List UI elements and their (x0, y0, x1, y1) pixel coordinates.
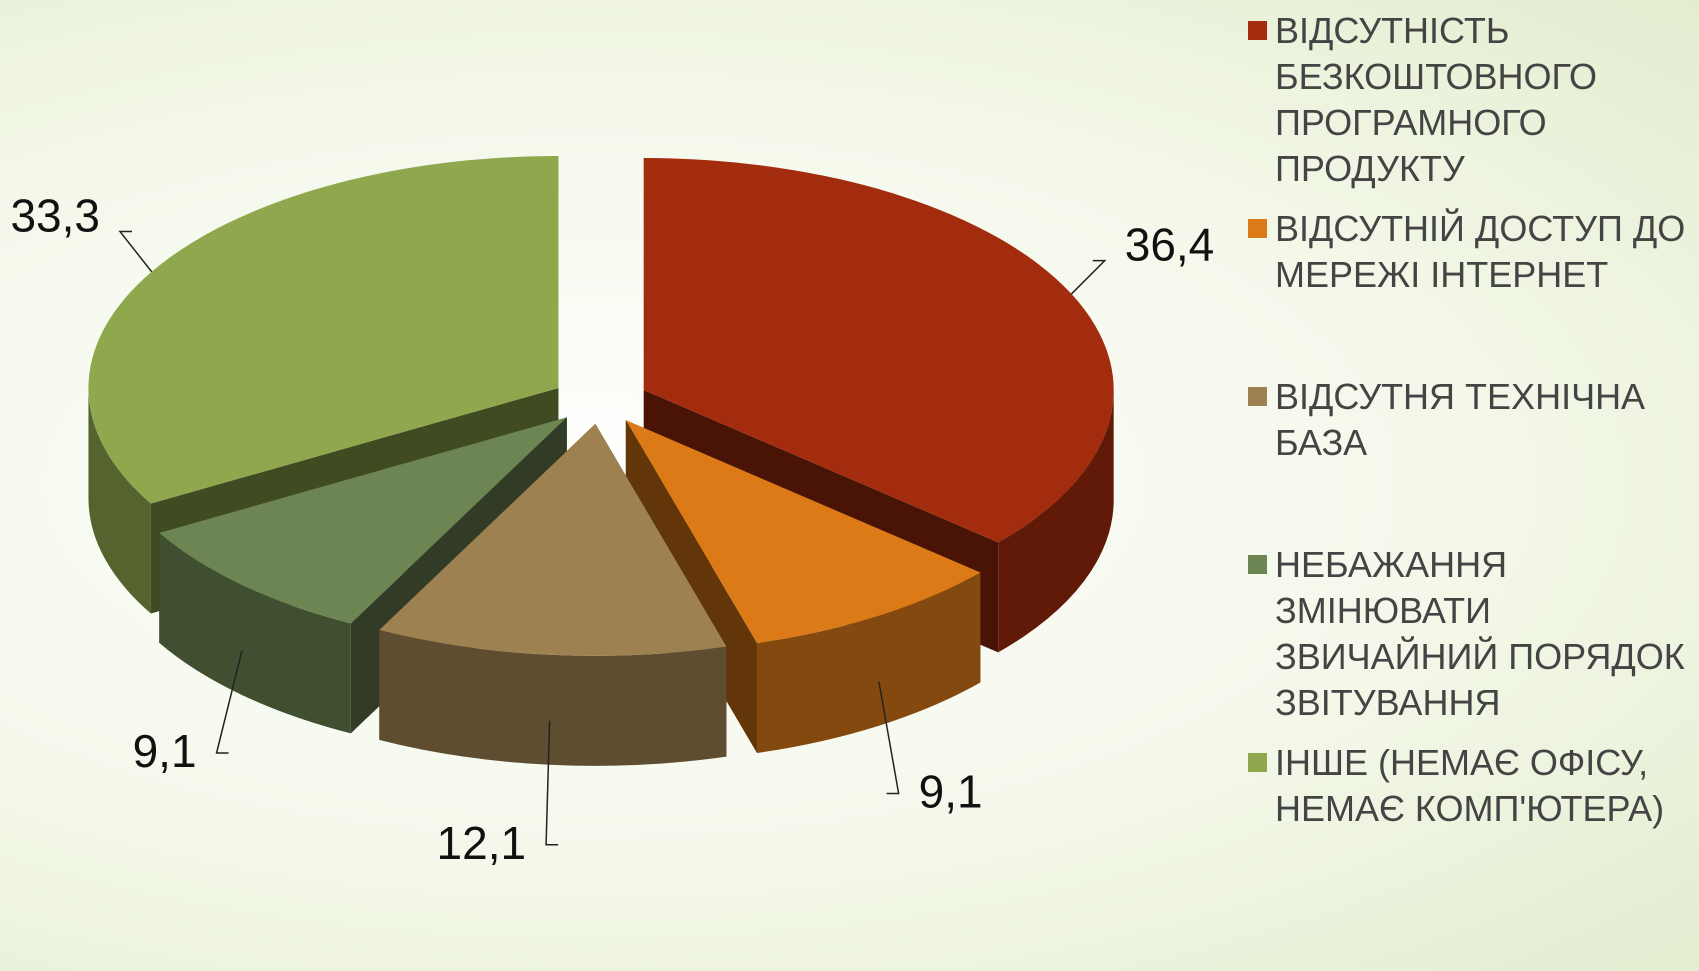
slice-wall (159, 532, 351, 734)
data-label: 33,3 (10, 189, 100, 241)
slice-wall (88, 387, 151, 614)
data-label: 9,1 (133, 725, 197, 777)
slice-wall (998, 390, 1114, 653)
legend-label: НЕБАЖАННЯ ЗМІНЮВАТИ ЗВИЧАЙНИЙ ПОРЯДОК ЗВ… (1275, 544, 1685, 723)
leader-line (215, 650, 243, 754)
legend-item: ІНШЕ (НЕМАЄ ОФІСУ, НЕМАЄ КОМП'ЮТЕРА) (1248, 740, 1698, 832)
slice-top (625, 420, 981, 644)
leader-line (545, 720, 559, 846)
legend-label: ВІДСУТНЯ ТЕХНІЧНА БАЗА (1275, 376, 1646, 463)
slice-top (643, 158, 1114, 543)
legend-label: ВІДСУТНІСТЬ БЕЗКОШТОВНОГО ПРОГРАМНОГО ПР… (1275, 10, 1598, 189)
legend-item: ВІДСУТНЯ ТЕХНІЧНА БАЗА (1248, 374, 1698, 466)
legend: ВІДСУТНІСТЬ БЕЗКОШТОВНОГО ПРОГРАМНОГО ПР… (1248, 8, 1698, 832)
legend-item: ВІДСУТНІСТЬ БЕЗКОШТОВНОГО ПРОГРАМНОГО ПР… (1248, 8, 1698, 192)
legend-swatch (1248, 753, 1267, 772)
data-label: 12,1 (437, 817, 527, 869)
leader-line (1070, 259, 1107, 295)
slice-top (379, 423, 727, 656)
slice-top (88, 155, 559, 504)
slice (379, 423, 727, 766)
legend-swatch (1248, 387, 1267, 406)
legend-swatch (1248, 555, 1267, 574)
leader-line (878, 681, 900, 795)
legend-item: НЕБАЖАННЯ ЗМІНЮВАТИ ЗВИЧАЙНИЙ ПОРЯДОК ЗВ… (1248, 542, 1698, 726)
leader-line (118, 230, 153, 273)
data-label: 36,4 (1125, 219, 1215, 271)
legend-swatch (1248, 21, 1267, 40)
legend-label: ІНШЕ (НЕМАЄ ОФІСУ, НЕМАЄ КОМП'ЮТЕРА) (1275, 742, 1665, 829)
slice-top (159, 417, 567, 624)
data-label: 9,1 (919, 765, 983, 817)
slice-wall (379, 629, 727, 766)
legend-swatch (1248, 219, 1267, 238)
legend-item: ВІДСУТНІЙ ДОСТУП ДО МЕРЕЖІ ІНТЕРНЕТ (1248, 206, 1698, 298)
slice-wall (756, 572, 981, 754)
legend-label: ВІДСУТНІЙ ДОСТУП ДО МЕРЕЖІ ІНТЕРНЕТ (1275, 208, 1686, 295)
